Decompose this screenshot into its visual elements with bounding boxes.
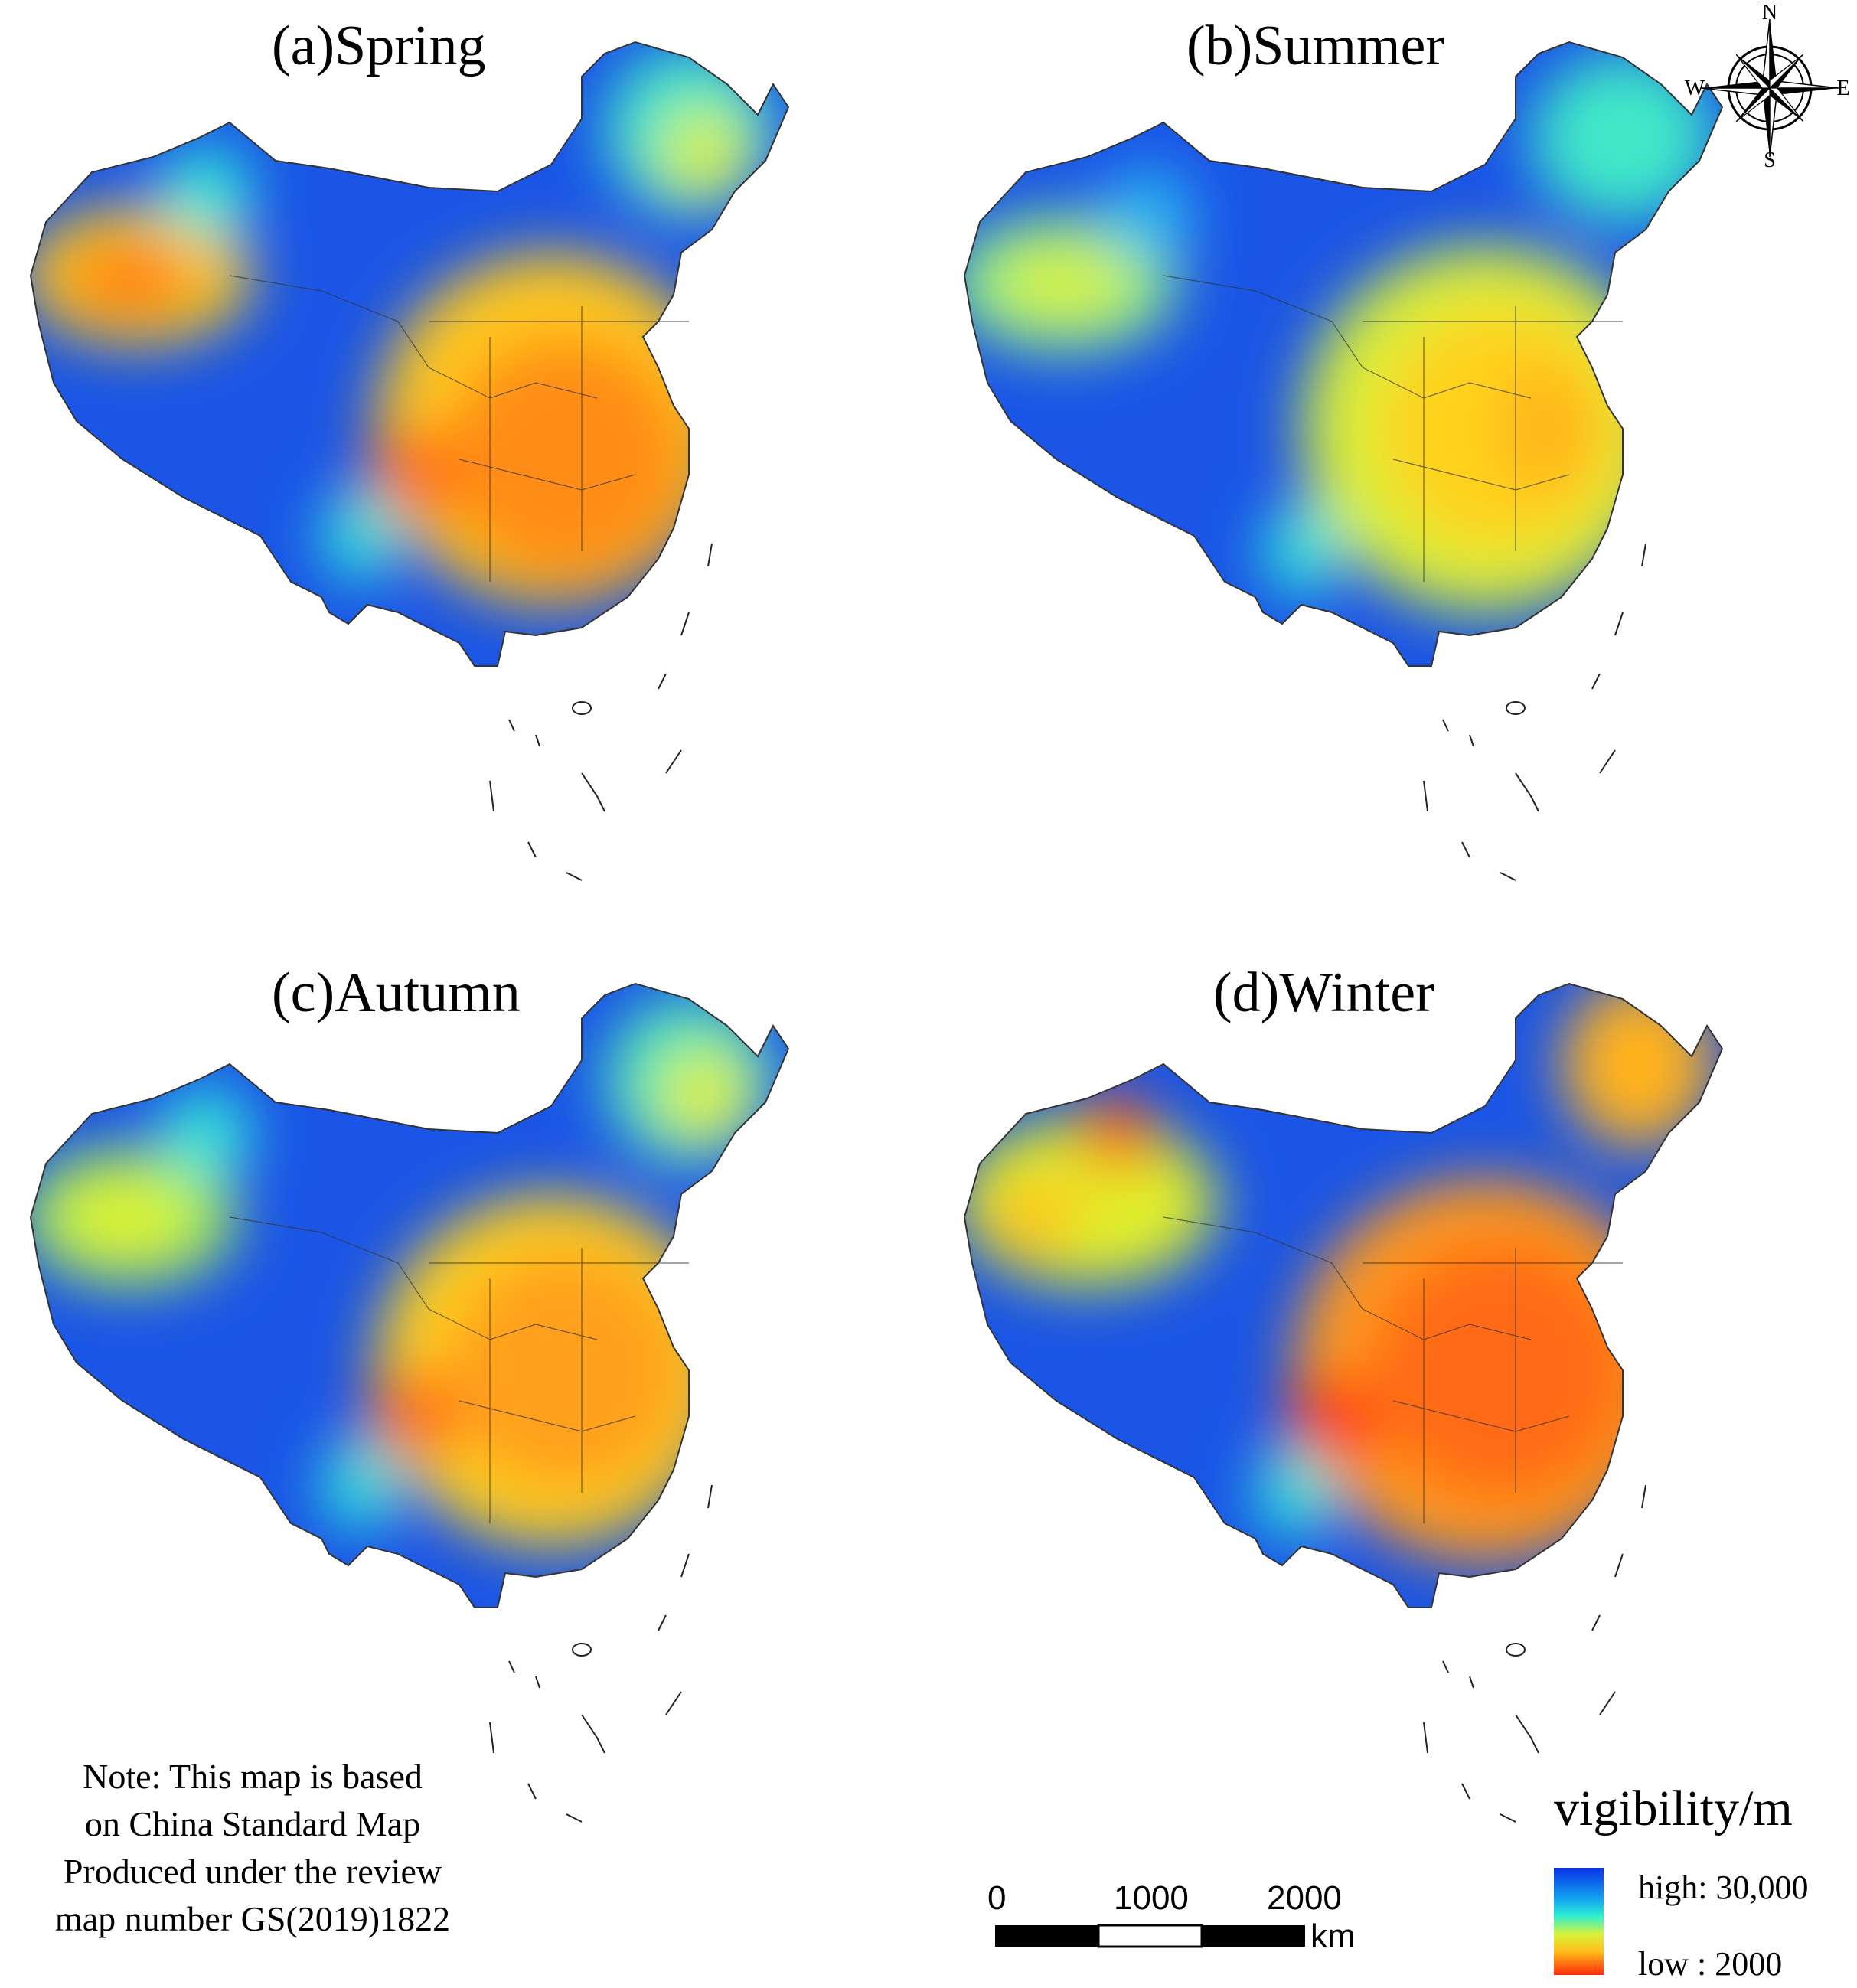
map-panel-autumn: (c)Autumn xyxy=(0,942,903,1860)
compass-east: E xyxy=(1836,77,1849,100)
note-line: on China Standard Map xyxy=(84,1804,421,1843)
map-source-note: Note: This map is based on China Standar… xyxy=(23,1753,482,1943)
panel-title-autumn: (c)Autumn xyxy=(272,961,521,1024)
panel-title-summer: (b)Summer xyxy=(1186,15,1445,77)
map-panel-summer: (b)Summer xyxy=(934,0,1837,919)
map-panel-winter: (d)Winter xyxy=(934,942,1837,1860)
legend-low-label: low : 2000 xyxy=(1638,1945,1783,1983)
map-panel-spring: (a)Spring xyxy=(0,0,903,919)
legend-title: vigibility/m xyxy=(1554,1781,1793,1836)
panel-title-winter: (d)Winter xyxy=(1213,961,1434,1024)
legend-color-ramp xyxy=(1554,1868,1604,1975)
panel-title-spring: (a)Spring xyxy=(272,15,486,77)
scale-tick-1000: 1000 xyxy=(1114,1879,1189,1917)
china-map-spring xyxy=(30,41,789,881)
legend-high-label: high: 30,000 xyxy=(1638,1869,1809,1906)
scale-bar: 0 1000 2000 km xyxy=(987,1879,1385,1964)
china-map-winter xyxy=(964,983,1723,1823)
compass-north: N xyxy=(1762,1,1777,24)
china-map-summer xyxy=(964,41,1723,881)
note-line: Note: This map is based xyxy=(83,1757,423,1796)
note-line: Produced under the review xyxy=(63,1852,442,1891)
compass-south: S xyxy=(1764,149,1776,172)
scale-unit: km xyxy=(1310,1918,1356,1955)
scale-tick-2000: 2000 xyxy=(1267,1879,1342,1917)
compass-west: W xyxy=(1685,77,1705,100)
scale-tick-0: 0 xyxy=(987,1879,1007,1917)
compass-rose-icon: N S E W xyxy=(1684,0,1852,176)
scale-bar-graphic xyxy=(995,1924,1305,1948)
note-line: map number GS(2019)1822 xyxy=(54,1899,451,1938)
china-map-autumn xyxy=(30,983,789,1823)
